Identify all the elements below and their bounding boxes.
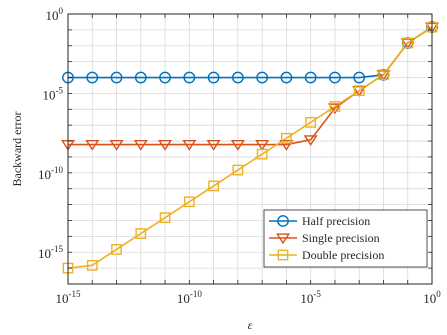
data-point-double-precision (159, 212, 171, 224)
data-point-double-precision (402, 37, 414, 49)
x-tick-label-exponent: 0 (436, 289, 441, 299)
y-tick-label-exponent: 0 (59, 6, 64, 16)
data-point-single-precision (255, 139, 270, 151)
data-point-double-precision (329, 101, 341, 112)
x-axis-title: ε (248, 318, 253, 332)
x-tick-label: 100 (423, 289, 441, 306)
data-point-half-precision (304, 71, 317, 84)
y-tick-label: 100 (46, 6, 64, 23)
data-point-half-precision (110, 71, 123, 84)
y-tick-label-base: 10 (43, 87, 56, 102)
y-tick-label-exponent: -15 (51, 244, 63, 254)
data-point-half-precision (329, 71, 341, 84)
data-point-single-precision (158, 139, 173, 151)
series-markers (60, 21, 440, 274)
data-point-single-precision (303, 135, 318, 147)
x-tick-labels: 10-15 10-10 10-5 100 (56, 289, 442, 306)
x-tick-label: 10-5 (300, 289, 321, 306)
data-point-single-precision (279, 139, 294, 151)
y-tick-label-base: 10 (46, 8, 59, 23)
data-point-double-precision (378, 69, 389, 81)
data-point-single-precision (230, 139, 245, 151)
legend-marker-single-precision (275, 233, 291, 245)
x-tick-label-exponent: -10 (190, 289, 202, 299)
data-point-double-precision (232, 164, 244, 176)
y-tick-label-base: 10 (38, 246, 51, 261)
legend-label-single-precision: Single precision (302, 231, 380, 245)
legend: Half precision Single precision Double pre… (263, 209, 428, 268)
data-point-single-precision (400, 38, 415, 50)
series-line-double-precision (67, 26, 433, 269)
data-point-double-precision (305, 116, 317, 128)
data-point-single-precision (327, 103, 342, 115)
x-tick-label-base: 10 (423, 291, 436, 306)
data-point-single-precision (85, 139, 100, 151)
data-point-double-precision (135, 228, 147, 239)
x-tick-label: 10-15 (56, 289, 81, 306)
data-point-single-precision (133, 139, 148, 151)
legend-marker-double-precision (277, 249, 289, 261)
legend-marker-half-precision (277, 215, 289, 227)
data-point-single-precision (182, 139, 197, 151)
data-point-double-precision (183, 196, 195, 208)
data-point-half-precision (231, 71, 244, 84)
tick-marks (67, 13, 433, 285)
data-point-double-precision (208, 180, 219, 192)
legend-label-half-precision: Half precision (302, 214, 370, 228)
data-point-double-precision (353, 85, 365, 96)
data-point-half-precision (86, 71, 99, 84)
data-point-double-precision (256, 148, 268, 160)
data-point-single-precision (206, 139, 221, 151)
data-point-half-precision (159, 71, 171, 84)
data-point-half-precision (134, 71, 147, 84)
x-tick-label-base: 10 (300, 291, 313, 306)
x-tick-label-base: 10 (177, 291, 190, 306)
legend-label-double-precision: Double precision (302, 248, 384, 262)
data-point-half-precision (207, 71, 220, 84)
y-tick-label: 10-10 (38, 165, 63, 182)
series-line-half-precision (68, 26, 433, 79)
y-axis-title: Backward error (10, 112, 24, 187)
data-point-single-precision (376, 70, 391, 81)
y-tick-label-exponent: -5 (56, 85, 64, 95)
y-tick-label: 10-5 (43, 85, 64, 102)
plot-frame (67, 13, 433, 285)
data-point-half-precision (183, 71, 196, 84)
x-tick-label-base: 10 (56, 291, 69, 306)
series-lines (67, 26, 433, 269)
data-point-double-precision (86, 259, 98, 271)
y-tick-label-exponent: -10 (51, 165, 63, 175)
y-tick-label-base: 10 (38, 167, 51, 182)
x-tick-label: 10-10 (177, 289, 202, 306)
y-tick-label: 10-15 (38, 244, 63, 261)
data-point-half-precision (280, 71, 293, 84)
x-tick-label-exponent: -15 (69, 289, 81, 299)
data-point-double-precision (281, 132, 292, 144)
data-point-half-precision (256, 71, 269, 84)
data-point-half-precision (353, 71, 366, 84)
x-tick-label-exponent: -5 (313, 289, 321, 299)
data-point-single-precision (109, 139, 124, 151)
data-point-double-precision (111, 244, 122, 255)
data-point-single-precision (352, 86, 367, 97)
